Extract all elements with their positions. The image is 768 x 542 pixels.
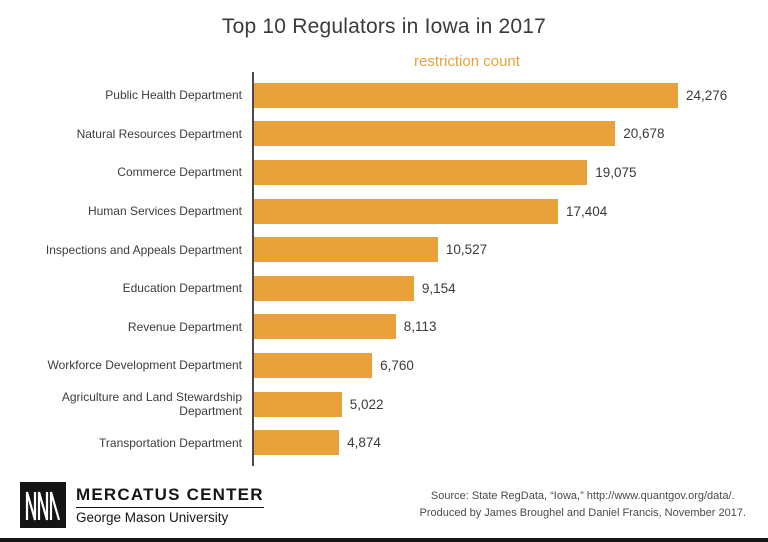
bar-track: 17,404 (252, 198, 768, 224)
source-line-1: Source: State RegData, “Iowa,” http://ww… (430, 489, 735, 502)
bar-track: 9,154 (252, 275, 768, 301)
mercatus-logo: MERCATUS CENTER George Mason University (20, 482, 264, 528)
value-label: 19,075 (595, 164, 637, 180)
bar (254, 391, 342, 417)
category-label: Human Services Department (87, 204, 242, 219)
bar (254, 198, 558, 224)
category-label: Education Department (122, 281, 242, 296)
value-label: 4,874 (347, 435, 381, 451)
value-label: 24,276 (686, 87, 728, 103)
chart-row: Human Services Department 17,404 (0, 192, 768, 231)
category-label: Transportation Department (99, 435, 242, 450)
value-label: 6,760 (380, 357, 414, 373)
logo-primary-text: MERCATUS CENTER (76, 485, 264, 504)
bar (254, 237, 438, 263)
logo-secondary-text: George Mason University (76, 510, 229, 525)
bar (254, 275, 414, 301)
footer: MERCATUS CENTER George Mason University … (0, 482, 768, 528)
category-label: Natural Resources Department (76, 126, 242, 141)
value-label: 20,678 (623, 126, 665, 142)
bar-track: 5,022 (252, 391, 768, 417)
value-label: 17,404 (566, 203, 608, 219)
category-label: Inspections and Appeals Department (45, 242, 242, 257)
chart-row: Agriculture and Land Stewardship Departm… (0, 385, 768, 424)
bar-track: 10,527 (252, 237, 768, 263)
y-axis-line (252, 72, 254, 466)
bar-track: 8,113 (252, 314, 768, 340)
chart-row: Natural Resources Department 20,678 (0, 115, 768, 154)
bar-track: 6,760 (252, 352, 768, 378)
category-label: Commerce Department (117, 165, 242, 180)
source-attribution: Source: State RegData, “Iowa,” http://ww… (419, 488, 746, 522)
mercatus-logo-text: MERCATUS CENTER George Mason University (76, 485, 264, 525)
category-label: Agriculture and Land Stewardship Departm… (61, 390, 242, 419)
value-label: 9,154 (421, 280, 456, 296)
bar (254, 121, 616, 147)
chart-row: Transportation Department 4,874 (0, 423, 768, 462)
bottom-rule (0, 538, 768, 542)
chart-rows: Public Health Department 24,276 Natural Re… (0, 76, 768, 462)
chart-row: Inspections and Appeals Department 10,527 (0, 230, 768, 269)
chart-row: Commerce Department 19,075 (0, 153, 768, 192)
chart-row: Workforce Development Department 6,760 (0, 346, 768, 385)
bar-chart: Public Health Department 24,276 Natural Re… (0, 72, 768, 466)
legend-restriction-count: restriction count (414, 53, 520, 70)
bar (254, 352, 373, 378)
chart-row: Education Department 9,154 (0, 269, 768, 308)
bar (254, 314, 396, 340)
bar (254, 159, 588, 185)
bar-track: 4,874 (252, 430, 768, 456)
value-label: 8,113 (403, 319, 437, 335)
value-label: 5,022 (349, 396, 384, 412)
chart-row: Revenue Department 8,113 (0, 308, 768, 347)
source-line-2: Produced by James Broughel and Daniel Fr… (419, 507, 746, 519)
mercatus-logo-icon (20, 482, 66, 528)
logo-divider (76, 507, 264, 508)
category-label: Public Health Department (105, 88, 242, 103)
category-label: Revenue Department (127, 319, 242, 334)
bar (254, 82, 678, 108)
bar (254, 430, 340, 456)
bar-track: 19,075 (252, 159, 768, 185)
chart-row: Public Health Department 24,276 (0, 76, 768, 115)
bar-track: 24,276 (252, 82, 768, 108)
value-label: 10,527 (445, 242, 488, 258)
category-label: Workforce Development Department (47, 358, 242, 373)
bar-track: 20,678 (252, 121, 768, 147)
chart-title: Top 10 Regulators in Iowa in 2017 (221, 15, 547, 38)
